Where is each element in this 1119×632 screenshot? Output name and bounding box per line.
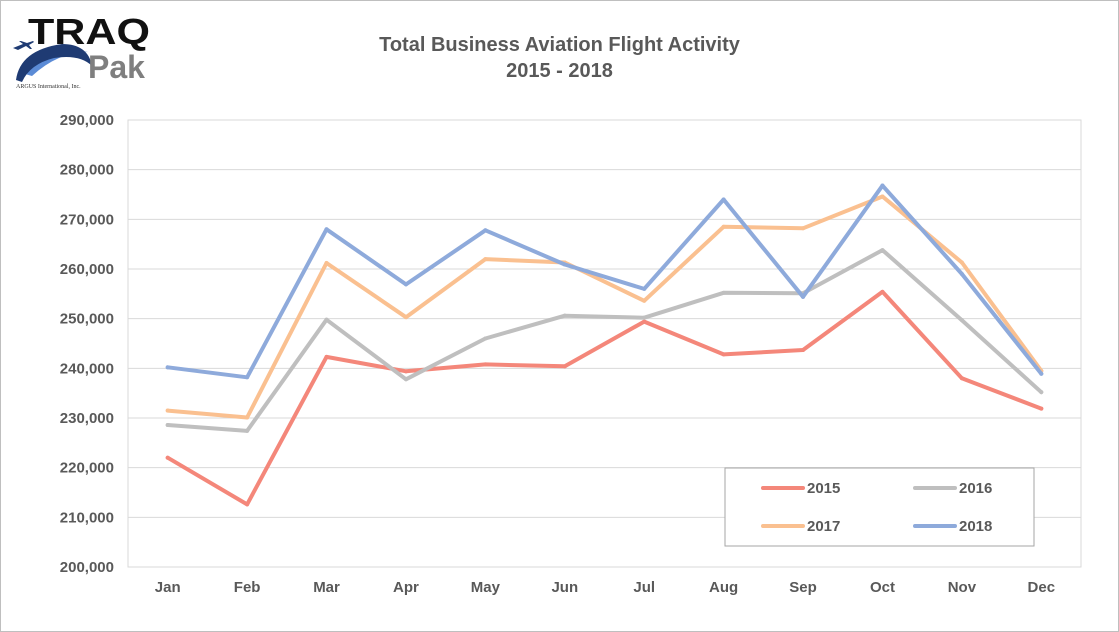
data-point-2015 [562, 364, 567, 369]
data-point-2016 [721, 290, 726, 295]
series-line-2017 [165, 194, 1044, 420]
data-point-2015 [165, 455, 170, 460]
data-point-2017 [483, 257, 488, 262]
data-point-2015 [1039, 406, 1044, 411]
y-tick-label: 240,000 [60, 360, 114, 377]
x-tick-label: Nov [948, 579, 977, 596]
legend-label-2017: 2017 [807, 518, 840, 535]
series-line-2015 [165, 289, 1044, 507]
data-point-2017 [403, 315, 408, 320]
legend-label-2016: 2016 [959, 480, 992, 497]
data-point-2015 [245, 502, 250, 507]
x-tick-label: Jul [633, 579, 655, 596]
x-tick-label: Aug [709, 579, 738, 596]
y-axis-ticks: 200,000 210,000 220,000 230,000 240,000 250,0… [60, 112, 114, 576]
data-point-2016 [403, 377, 408, 382]
data-point-2017 [880, 194, 885, 199]
data-point-2018 [165, 365, 170, 370]
legend-box [724, 467, 1035, 547]
airplane-icon [13, 41, 34, 50]
data-point-2018 [324, 227, 329, 232]
data-point-2016 [245, 428, 250, 433]
data-point-2015 [880, 289, 885, 294]
traqpak-logo: TRAQ Pak ARGUS International, Inc. [13, 11, 150, 90]
data-point-2016 [165, 422, 170, 427]
data-point-2018 [562, 262, 567, 267]
data-point-2018 [483, 228, 488, 233]
data-point-2017 [642, 298, 647, 303]
legend-label-2015: 2015 [807, 480, 840, 497]
logo-brand-top: TRAQ [28, 11, 150, 52]
data-point-2016 [324, 317, 329, 322]
data-point-2016 [880, 248, 885, 253]
data-point-2015 [483, 362, 488, 367]
x-tick-label: Mar [313, 579, 340, 596]
y-tick-label: 220,000 [60, 460, 114, 477]
x-axis-ticks: Jan Feb Mar Apr May Jun Jul Aug Sep Oct Nov Dec [155, 579, 1055, 596]
data-point-2015 [403, 369, 408, 374]
data-point-2018 [403, 282, 408, 287]
chart-subtitle: 2015 - 2018 [506, 60, 613, 82]
data-point-2017 [801, 226, 806, 231]
data-point-2016 [1039, 390, 1044, 395]
y-tick-label: 230,000 [60, 410, 114, 427]
x-tick-label: Jun [551, 579, 578, 596]
x-tick-label: Oct [870, 579, 895, 596]
data-point-2018 [1039, 371, 1044, 376]
data-point-2016 [959, 318, 964, 323]
data-point-2015 [642, 319, 647, 324]
data-point-2018 [642, 286, 647, 291]
y-tick-label: 210,000 [60, 509, 114, 526]
x-tick-label: Dec [1028, 579, 1056, 596]
data-point-2017 [245, 415, 250, 420]
series-line-2018 [165, 183, 1044, 380]
series-line-2016 [165, 248, 1044, 433]
y-tick-label: 290,000 [60, 112, 114, 129]
chart-title: Total Business Aviation Flight Activity [379, 34, 740, 56]
data-point-2016 [483, 336, 488, 341]
x-tick-label: Sep [789, 579, 817, 596]
data-point-2015 [721, 352, 726, 357]
data-point-2018 [880, 183, 885, 188]
x-tick-label: May [471, 579, 501, 596]
data-point-2015 [959, 376, 964, 381]
legend-label-2018: 2018 [959, 518, 992, 535]
data-point-2016 [562, 313, 567, 318]
data-point-2017 [324, 261, 329, 266]
x-tick-label: Apr [393, 579, 419, 596]
x-tick-label: Feb [234, 579, 261, 596]
data-point-2016 [642, 315, 647, 320]
y-tick-label: 200,000 [60, 559, 114, 576]
logo-company: ARGUS International, Inc. [16, 84, 81, 90]
data-point-2018 [959, 271, 964, 276]
y-tick-label: 250,000 [60, 311, 114, 328]
logo-globe [16, 44, 92, 82]
data-point-2015 [801, 347, 806, 352]
logo-swoosh [18, 50, 88, 76]
data-point-2018 [245, 375, 250, 380]
data-point-2017 [165, 408, 170, 413]
legend: 2015 2016 2017 2018 [724, 467, 1035, 547]
logo-brand-bottom: Pak [88, 49, 145, 85]
y-tick-label: 260,000 [60, 261, 114, 278]
data-point-2017 [721, 224, 726, 229]
series-lines [165, 183, 1044, 507]
data-point-2015 [324, 354, 329, 359]
x-tick-label: Jan [155, 579, 181, 596]
y-tick-label: 270,000 [60, 211, 114, 228]
data-point-2018 [721, 197, 726, 202]
data-point-2017 [959, 260, 964, 265]
y-tick-label: 280,000 [60, 162, 114, 179]
data-point-2018 [801, 294, 806, 299]
